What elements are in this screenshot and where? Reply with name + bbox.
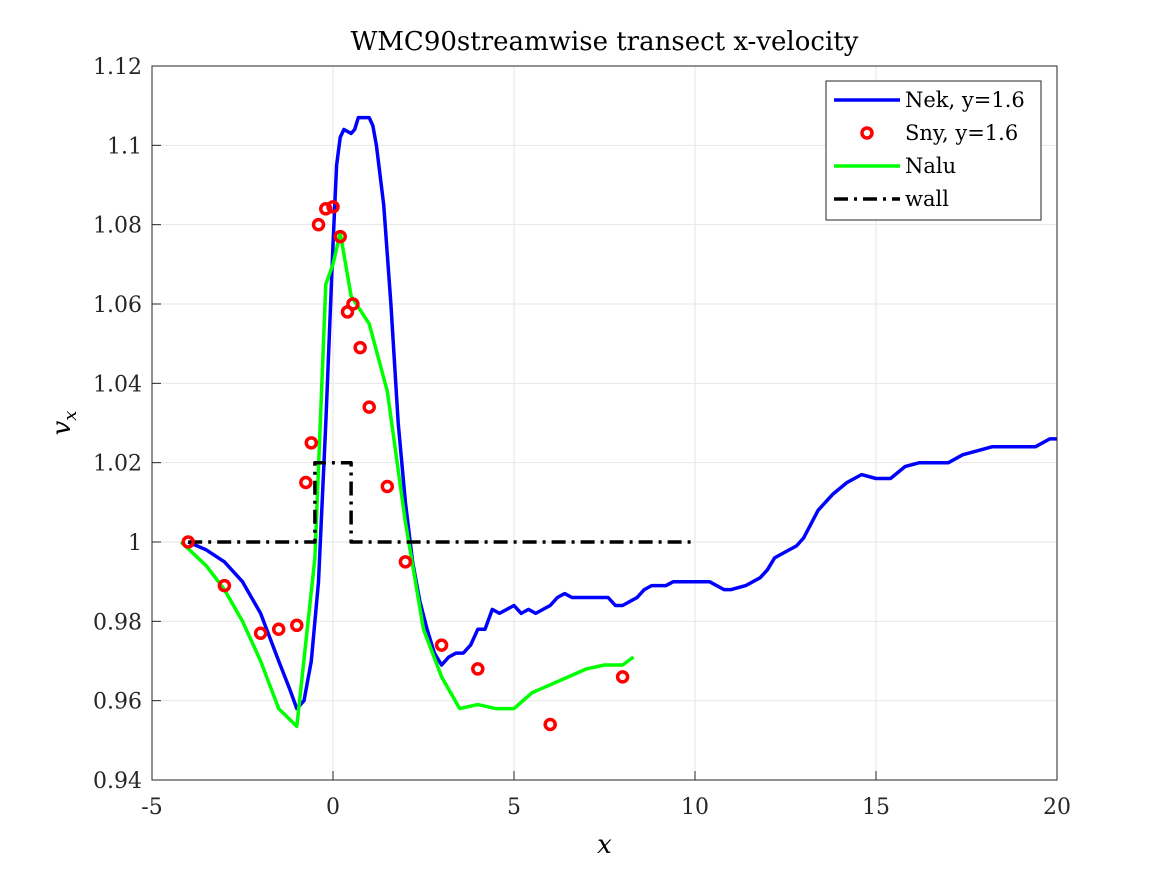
- y-axis-label: vx: [47, 411, 81, 436]
- y-tick-label: 0.98: [93, 610, 142, 635]
- series-line-nalu: [179, 230, 635, 729]
- data-point: [181, 535, 195, 549]
- legend-marker-sny-y-1-6: [860, 126, 874, 140]
- legend-label-sny-y-1-6: Sny, y=1.6: [905, 121, 1018, 145]
- y-tick-label: 1.12: [93, 55, 142, 80]
- data-point: [471, 662, 485, 676]
- legend-label-nalu: Nalu: [905, 154, 956, 178]
- data-point: [299, 475, 313, 490]
- y-tick-label: 1.02: [93, 452, 142, 477]
- legend: Nek, y=1.6 Sny, y=1.6 Nalu wall: [825, 80, 1042, 221]
- y-tick-label: 1.04: [93, 372, 142, 397]
- y-tick-label: 1.08: [93, 214, 142, 239]
- series-layer: [179, 115, 1057, 732]
- series-line-wall: [188, 460, 695, 544]
- data-point: [290, 618, 304, 633]
- x-tick-label: 0: [326, 795, 340, 820]
- series-line-nek-y-1-6: [187, 115, 1057, 711]
- data-point: [326, 200, 340, 214]
- chart-title: WMC90streamwise transect x-velocity: [351, 27, 859, 57]
- data-point: [217, 578, 232, 593]
- data-point: [434, 638, 449, 652]
- x-tick-label: 5: [507, 795, 521, 820]
- x-tick-label: -5: [141, 795, 162, 820]
- y-axis-label-subscript: x: [60, 411, 81, 421]
- data-point: [304, 436, 319, 450]
- y-tick-label: 1.06: [93, 293, 142, 318]
- data-point: [253, 626, 268, 640]
- data-point: [319, 202, 333, 216]
- data-point: [271, 622, 286, 637]
- series-sny-y-1-6: [181, 200, 630, 732]
- y-tick-label: 0.96: [93, 690, 142, 715]
- y-tick-label: 0.94: [93, 769, 142, 794]
- legend-box: [825, 80, 1042, 221]
- data-point: [333, 229, 347, 244]
- legend-label-wall: wall: [905, 187, 949, 211]
- x-tick-label: 20: [1043, 795, 1071, 820]
- x-tick-label: 15: [862, 795, 890, 820]
- y-axis-label-main: v: [47, 420, 77, 435]
- legend-label-nek-y-1-6: Nek, y=1.6: [905, 88, 1025, 112]
- data-point: [353, 340, 367, 355]
- data-point: [346, 297, 360, 311]
- data-point: [311, 217, 326, 232]
- data-point: [380, 479, 395, 494]
- plot-frame: [151, 65, 1058, 781]
- ticks: -5 0 5 10 15 20 0.94 0.96 0.98 1 1.02 1.04 1.06 1.08 1…: [93, 55, 1071, 820]
- data-point: [543, 717, 557, 732]
- data-point: [398, 555, 413, 569]
- x-tick-label: 10: [681, 795, 709, 820]
- data-point: [615, 670, 630, 684]
- y-tick-label: 1.1: [107, 134, 142, 159]
- y-tick-label: 1: [128, 531, 142, 556]
- x-axis-label: x: [597, 830, 612, 860]
- data-point: [362, 400, 376, 414]
